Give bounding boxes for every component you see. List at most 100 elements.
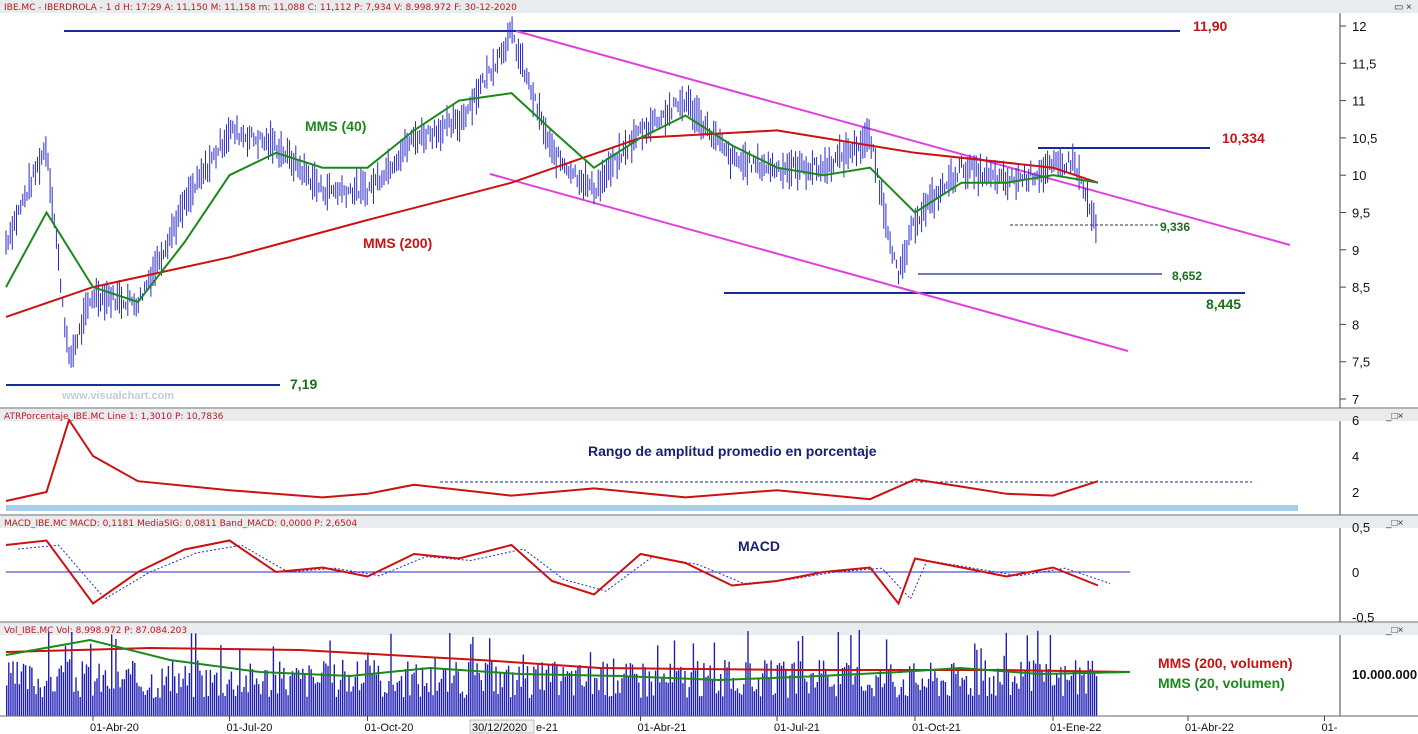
volume-bar [917,684,919,716]
volume-bar [100,691,102,716]
volume-bar [1085,693,1087,716]
volume-bar [812,672,814,716]
volume-bar [799,661,802,716]
volume-bar [87,667,90,716]
volume-bar [705,677,707,716]
x-tick-label: 01-Oct-20 [365,722,414,734]
volume-bar [150,674,153,716]
volume-bar [518,666,520,716]
volume-bar [125,669,128,716]
volume-bar [904,695,907,716]
watermark: www.visualchart.com [61,390,174,402]
volume-bar [1035,663,1037,716]
volume-panel-controls[interactable]: _□× [1385,625,1404,636]
volume-bar [289,676,291,716]
volume-bar [37,678,39,716]
volume-bar [35,694,37,716]
volume-bar [224,696,226,716]
volume-bar [839,684,842,716]
volume-bar [1093,671,1096,716]
volume-sma-200-line [5,646,1131,673]
volume-bar [932,681,934,716]
volume-bar [195,633,197,716]
volume-bar [990,693,993,716]
volume-bar [10,673,12,716]
volume-bar [636,674,638,716]
volume-bar [925,687,928,716]
volume-bar [562,667,564,716]
volume-bar [993,676,995,716]
volume-bar [789,675,791,716]
close-icon[interactable]: × [1406,2,1412,13]
volume-bar [174,676,176,716]
volume-bar [766,663,768,716]
volume-bar [843,667,846,716]
volume-bar [1081,675,1083,716]
volume-bar [346,691,348,716]
volume-bar [497,694,499,716]
volume-bar [428,691,430,716]
volume-bar [1068,680,1070,716]
volume-bar [594,677,596,716]
volume-bar [520,686,522,716]
volume-bar [1028,661,1031,716]
volume-bar [780,665,783,716]
x-tick-label: 01-Jul-20 [227,722,273,734]
volume-bar [715,693,718,716]
minimize-icon[interactable]: ▭ [1394,2,1403,13]
volume-bar [948,696,951,716]
volume-bar [652,695,655,716]
volume-bar [293,674,296,716]
volume-bar [356,661,359,716]
atr-y-tick-label: 4 [1352,449,1359,464]
price-y-tick-label: 11 [1352,94,1366,109]
macd-line [5,539,1099,606]
volume-bar [69,659,71,716]
macd-panel-controls[interactable]: _□× [1385,518,1404,529]
volume-bar [440,678,443,716]
volume-bar [902,679,905,716]
volume-bar [386,693,388,716]
volume-bar [856,667,858,716]
channel-lower-line [489,173,1129,352]
volume-bar [417,684,419,716]
volume-bar [375,674,377,716]
volume-bar [358,690,361,716]
volume-bar [1026,635,1028,716]
price-y-tick-label: 9,5 [1352,206,1370,221]
volume-bar [449,633,451,716]
volume-bar [220,645,222,716]
volume-bar [896,697,898,716]
volume-bar [276,693,279,716]
x-tick-label: 01-Oct-21 [912,722,961,734]
volume-bar [430,667,432,716]
volume-bar [272,646,275,716]
volume-bar [806,681,808,716]
volume-bar [825,668,827,716]
window-controls[interactable]: ▭ × [1394,2,1412,13]
volume-bar [774,693,776,716]
volume-bar [510,697,512,716]
volume-bar [318,682,321,716]
volume-bar [1070,675,1073,716]
atr-panel-controls[interactable]: _□× [1385,411,1404,422]
volume-bar [1062,695,1064,716]
volume-bar [814,687,816,716]
volume-bar [1016,683,1018,716]
volume-bar [535,669,537,716]
volume-bar [591,694,594,716]
atr-y-tick-label: 2 [1352,485,1359,500]
volume-bar [1018,688,1020,716]
volume-bar [963,679,965,716]
volume-bar [161,668,163,716]
volume-bar [848,665,850,716]
volume-bar [104,670,107,716]
volume-bar [134,662,136,716]
volume-bar [717,690,720,716]
level-label-8-652: 8,652 [1172,269,1202,283]
volume-bar [822,660,825,716]
volume-bar [1066,679,1068,716]
volume-bar [1011,681,1014,716]
volume-bar [671,682,674,716]
volume-bar [587,666,590,716]
